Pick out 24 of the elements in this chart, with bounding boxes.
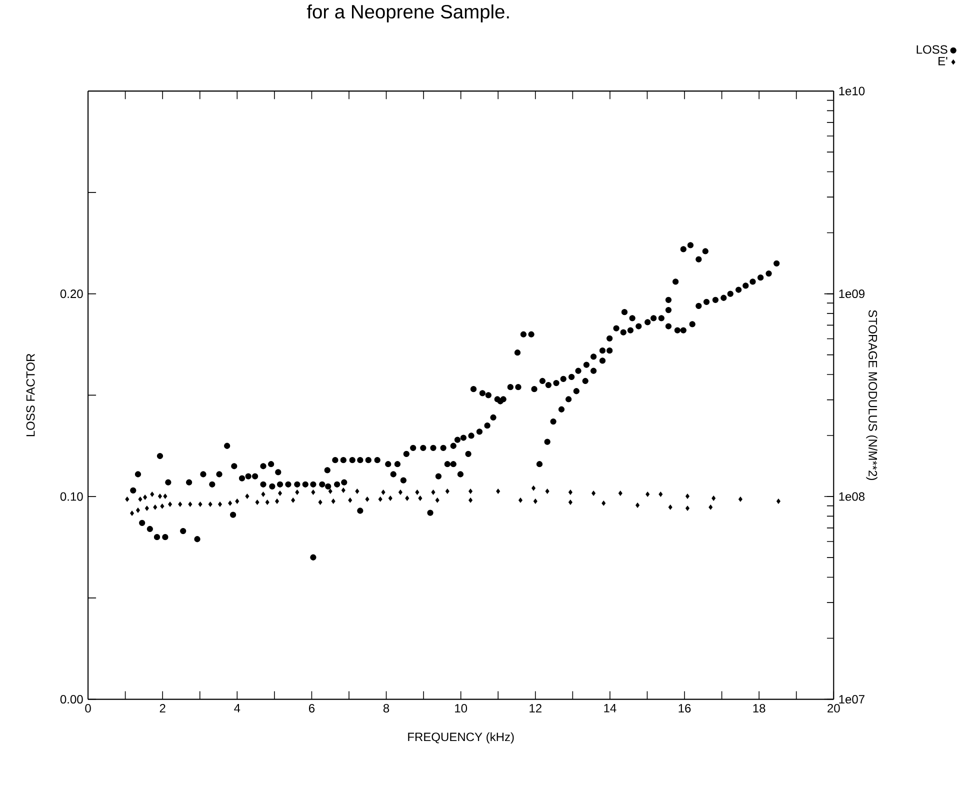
y-tick-label: 0.20 bbox=[60, 290, 83, 298]
x-tick-label: 2 bbox=[160, 704, 166, 713]
y2-axis-title: STORAGE MODULUS (N/M**2) bbox=[866, 310, 878, 480]
x-tick-label: 6 bbox=[308, 704, 315, 713]
y-axis-title: LOSS FACTOR bbox=[26, 354, 35, 436]
x-tick-label: 10 bbox=[455, 704, 468, 713]
y2-tick-label: 1e07 bbox=[839, 695, 864, 704]
x-tick-label: 20 bbox=[828, 704, 840, 713]
y-tick-label: 0.10 bbox=[60, 492, 83, 501]
chart-title: for a Neoprene Sample. bbox=[306, 4, 509, 23]
x-tick-label: 0 bbox=[85, 704, 91, 713]
y2-tick-label: 1e10 bbox=[839, 86, 865, 96]
x-tick-label: 8 bbox=[383, 704, 390, 713]
x-tick-label: 12 bbox=[530, 704, 542, 713]
y2-tick-label: 1e08 bbox=[839, 492, 865, 501]
x-tick-label: 16 bbox=[678, 704, 691, 713]
legend-label: E' bbox=[938, 57, 948, 66]
x-axis-title: FREQUENCY (kHz) bbox=[408, 732, 514, 744]
legend-label: LOSS bbox=[916, 45, 948, 54]
y-tick-label: 0.00 bbox=[60, 695, 83, 704]
x-tick-label: 18 bbox=[753, 704, 766, 713]
y2-tick-label: 1e09 bbox=[839, 290, 864, 298]
x-tick-label: 4 bbox=[234, 704, 240, 712]
x-tick-label: 14 bbox=[604, 704, 616, 712]
